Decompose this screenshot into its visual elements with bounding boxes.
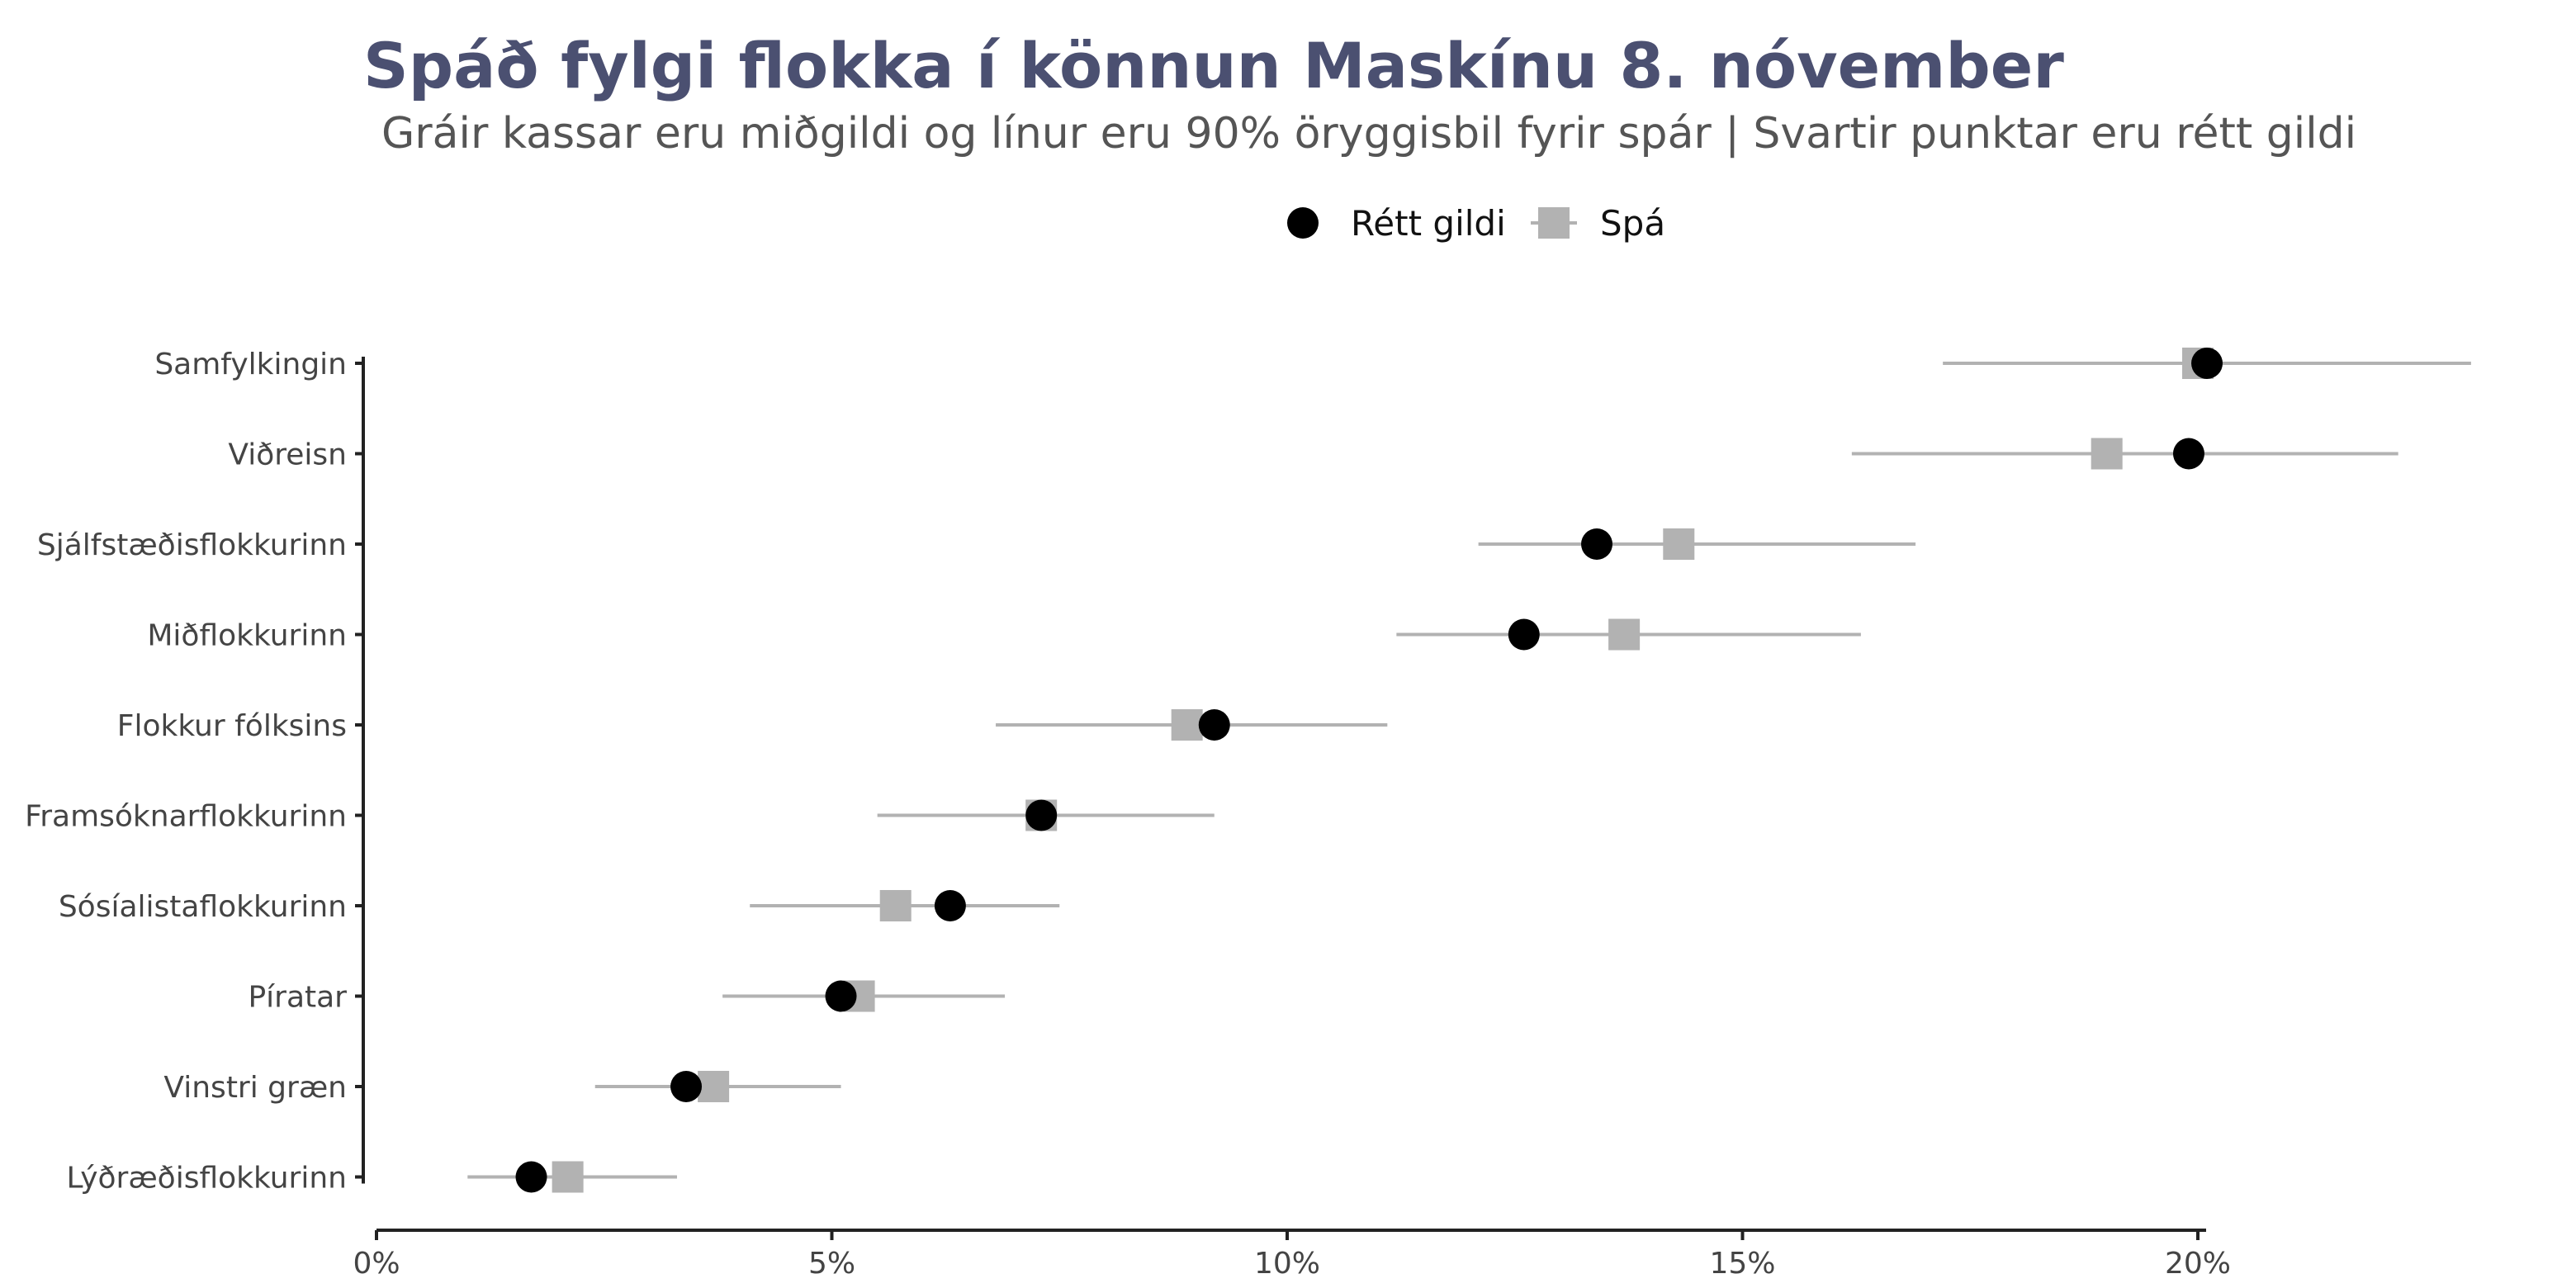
x-tick-label: 10% — [1254, 1247, 1320, 1281]
category-label: Flokkur fólksins — [117, 709, 347, 743]
category-label: Lýðræðisflokkurinn — [66, 1162, 347, 1196]
legend-label-forecast: Spá — [1600, 203, 1665, 244]
forecast-markers — [552, 348, 2214, 1193]
forecast-square — [552, 1161, 584, 1193]
actual-point — [825, 980, 857, 1012]
actual-point — [1025, 799, 1058, 831]
actual-point — [515, 1161, 547, 1193]
x-tick-label: 20% — [2165, 1247, 2231, 1281]
forecast-square — [2091, 438, 2123, 470]
actual-point — [1581, 528, 1613, 560]
forecast-square — [698, 1071, 730, 1102]
actual-markers — [515, 348, 2223, 1193]
category-label: Píratar — [248, 981, 347, 1015]
chart-subtitle: Gráir kassar eru miðgildi og línur eru 9… — [381, 109, 2357, 159]
x-axis: 0% 5% 10% 15% 20% — [353, 1229, 2231, 1281]
y-axis: Samfylkingin Viðreisn Sjálfstæðisflokkurin… — [25, 348, 365, 1196]
x-tick-label: 0% — [353, 1247, 400, 1281]
actual-point — [1198, 709, 1230, 741]
legend-label-actual: Rétt gildi — [1351, 203, 1506, 244]
legend-circle-icon — [1287, 207, 1319, 239]
category-label: Framsóknarflokkurinn — [25, 800, 347, 834]
legend-square-icon — [1538, 207, 1570, 239]
category-label: Samfylkingin — [154, 348, 347, 381]
legend: Rétt gildi Spá — [1287, 203, 1665, 244]
actual-point — [2191, 348, 2223, 379]
forecast-square — [879, 890, 912, 921]
chart-title: Spáð fylgi flokka í könnun Maskínu 8. nó… — [363, 29, 2064, 102]
x-tick-label: 5% — [808, 1247, 855, 1281]
actual-point — [1508, 618, 1540, 651]
category-label: Miðflokkurinn — [147, 619, 347, 653]
category-label: Viðreisn — [228, 438, 347, 472]
actual-point — [2172, 438, 2204, 470]
category-label: Sósíalistaflokkurinn — [59, 890, 347, 924]
x-tick-label: 15% — [1709, 1247, 1775, 1281]
forecast-square — [1171, 709, 1203, 741]
interval-lines — [467, 362, 2471, 1179]
category-label: Vinstri græn — [163, 1071, 347, 1105]
actual-point — [934, 890, 966, 921]
actual-point — [670, 1071, 703, 1102]
forecast-square — [1608, 618, 1641, 651]
forecast-square — [1663, 528, 1695, 560]
category-label: Sjálfstæðisflokkurinn — [37, 528, 347, 562]
